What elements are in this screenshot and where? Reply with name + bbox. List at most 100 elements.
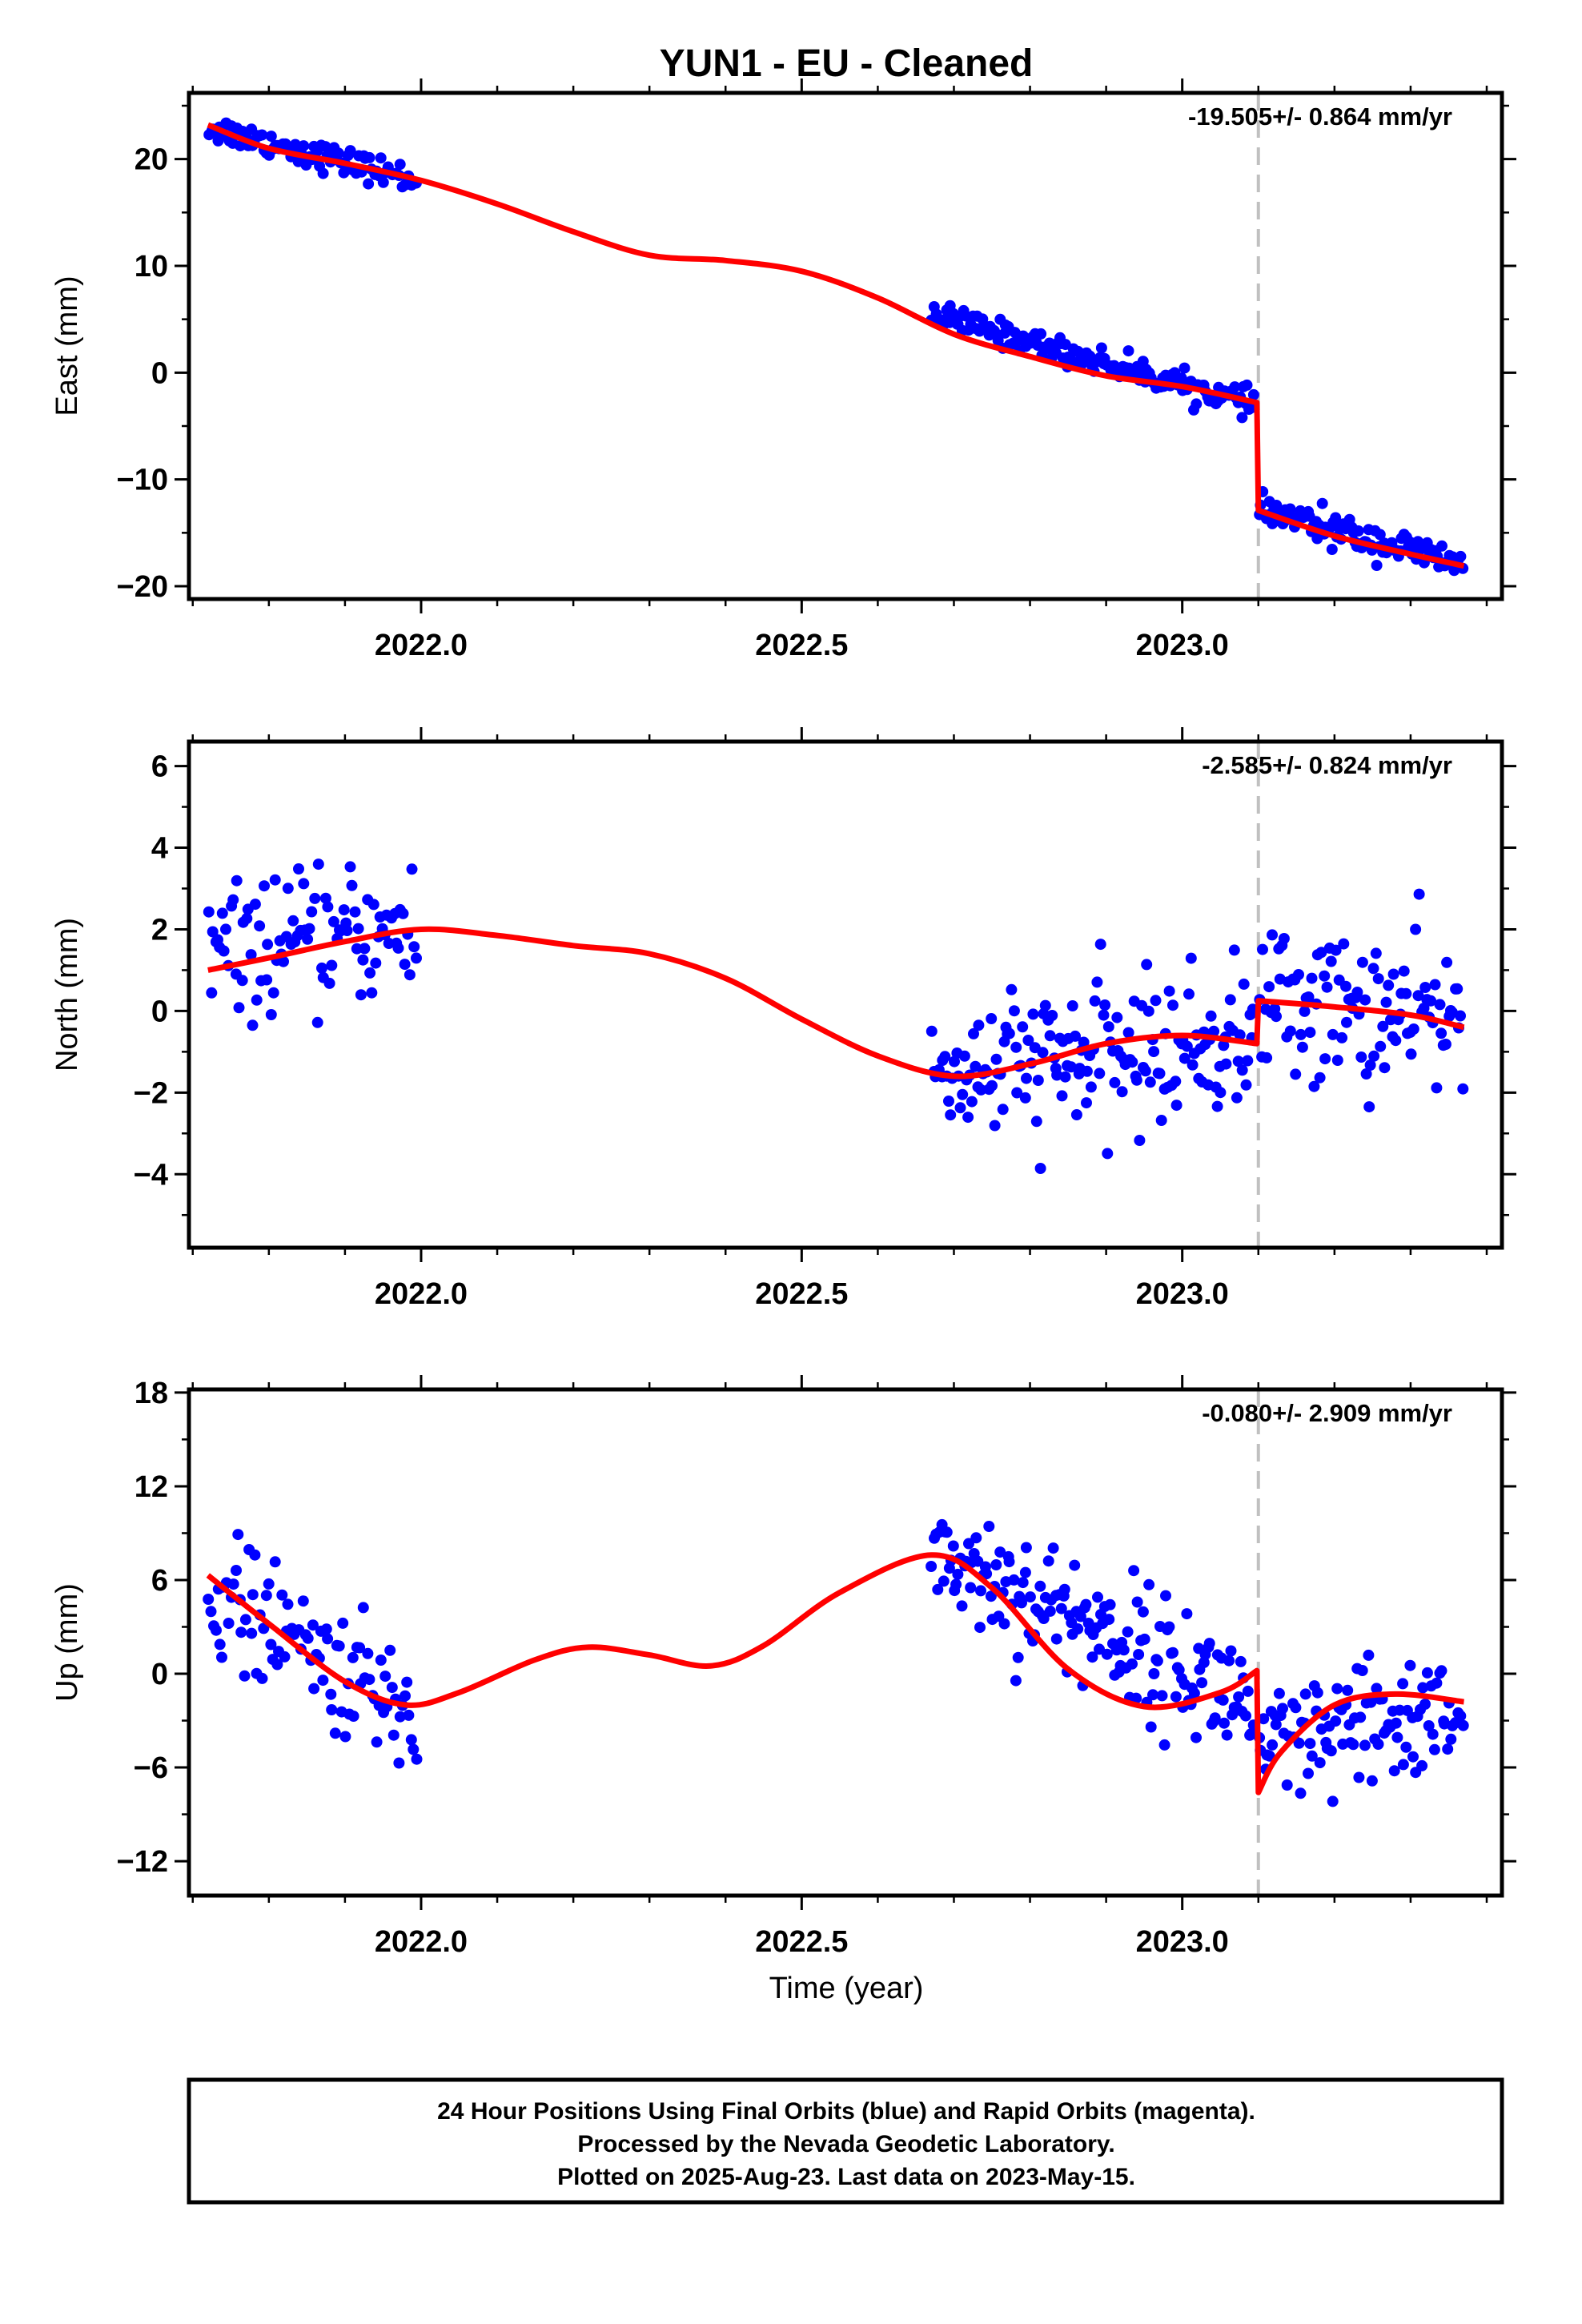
- y-tick-label: 18: [135, 1377, 168, 1410]
- data-point: [1034, 1163, 1046, 1174]
- data-point: [998, 1618, 1010, 1630]
- data-point: [1160, 1590, 1171, 1602]
- y-tick-label: 4: [151, 832, 168, 866]
- data-point: [1219, 1717, 1230, 1729]
- data-point: [1167, 1647, 1178, 1659]
- data-point: [260, 1590, 272, 1602]
- data-point: [1011, 1087, 1023, 1099]
- data-point: [943, 1096, 954, 1107]
- data-point: [1012, 1651, 1024, 1663]
- data-point: [1455, 1010, 1466, 1022]
- data-point: [205, 1606, 217, 1618]
- data-point: [1412, 990, 1424, 1002]
- model-curve: [207, 122, 1465, 569]
- data-point: [297, 1595, 309, 1607]
- data-point: [1229, 381, 1241, 393]
- data-point: [375, 1655, 387, 1666]
- data-point: [232, 1529, 244, 1541]
- data-point: [1407, 1751, 1419, 1763]
- data-point: [1293, 1737, 1305, 1749]
- data-point: [1102, 1148, 1114, 1160]
- data-point: [1347, 1739, 1359, 1751]
- data-point: [1284, 1025, 1296, 1037]
- data-point: [954, 1102, 966, 1114]
- data-point: [1442, 1743, 1454, 1755]
- data-point: [344, 145, 356, 157]
- data-point: [1051, 1069, 1063, 1081]
- data-point: [344, 861, 356, 873]
- data-point: [1103, 1614, 1115, 1626]
- model-curve: [207, 926, 1465, 1080]
- data-point: [312, 858, 324, 870]
- data-point: [357, 954, 369, 966]
- data-point: [1221, 1729, 1233, 1741]
- data-point: [1295, 1028, 1307, 1040]
- data-point: [359, 943, 371, 955]
- data-point: [1391, 1731, 1403, 1743]
- data-point: [363, 151, 375, 163]
- data-point: [1377, 1020, 1389, 1032]
- data-point: [1316, 497, 1328, 509]
- plot-frame: [187, 1387, 1504, 1898]
- data-point: [411, 1753, 423, 1765]
- data-point: [997, 1104, 1009, 1116]
- data-point: [1263, 981, 1275, 993]
- data-point: [387, 1729, 400, 1741]
- data-point: [1080, 1598, 1092, 1610]
- data-point: [1439, 1039, 1452, 1050]
- model-curve: [206, 1552, 1464, 1795]
- rate-annotation: -2.585+/- 0.824 mm/yr: [1202, 751, 1452, 779]
- data-point: [1224, 994, 1236, 1006]
- data-point: [1405, 1048, 1417, 1060]
- data-point: [1017, 1577, 1029, 1589]
- data-point: [1319, 970, 1331, 982]
- data-point: [1039, 999, 1051, 1011]
- y-axis-label: Up (mm): [50, 1583, 84, 1702]
- data-point: [332, 147, 344, 159]
- data-point: [269, 1556, 281, 1568]
- data-point: [263, 1578, 275, 1590]
- data-point: [1038, 1613, 1050, 1624]
- data-point: [1331, 1055, 1343, 1066]
- data-point: [1003, 1556, 1015, 1568]
- data-point: [1273, 1687, 1285, 1699]
- data-point: [1205, 1010, 1217, 1022]
- data-point: [1094, 1068, 1106, 1080]
- data-point: [1441, 956, 1453, 968]
- data-point: [1151, 1655, 1163, 1667]
- data-point: [1445, 1733, 1457, 1745]
- data-point: [1098, 1009, 1110, 1021]
- data-point: [1086, 1651, 1098, 1663]
- data-point: [1425, 995, 1437, 1007]
- data-point: [1363, 1649, 1375, 1661]
- data-point: [1183, 988, 1195, 1000]
- data-point: [1017, 1021, 1029, 1033]
- data-point: [1356, 1665, 1368, 1676]
- data-point: [1044, 1605, 1056, 1617]
- data-point: [307, 1619, 319, 1631]
- data-point: [397, 907, 409, 919]
- data-point: [1019, 1092, 1031, 1104]
- data-point: [1340, 980, 1351, 992]
- data-point: [256, 1672, 268, 1684]
- data-point: [298, 878, 310, 890]
- data-point: [1431, 1082, 1443, 1094]
- data-point: [406, 863, 418, 875]
- data-point: [1267, 1739, 1279, 1751]
- data-point: [265, 1009, 277, 1020]
- data-point: [1044, 1030, 1056, 1042]
- data-point: [986, 1013, 998, 1024]
- data-point: [1225, 1645, 1237, 1657]
- data-point: [269, 874, 281, 886]
- data-point: [1010, 1041, 1022, 1053]
- data-point: [1130, 1074, 1142, 1086]
- data-point: [1209, 1712, 1221, 1724]
- data-point: [1126, 1056, 1138, 1068]
- data-point: [939, 1051, 951, 1063]
- data-point: [1139, 1065, 1151, 1077]
- data-point: [370, 957, 382, 969]
- data-point: [203, 906, 215, 918]
- data-point: [926, 1025, 938, 1037]
- data-point: [986, 1080, 998, 1092]
- data-point: [1372, 1739, 1384, 1750]
